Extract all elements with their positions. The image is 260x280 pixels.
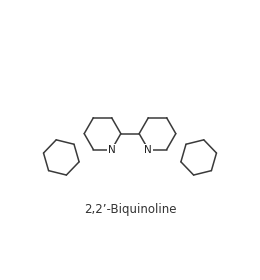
Text: N: N [108, 144, 115, 155]
Text: N: N [145, 144, 152, 155]
Text: 2,2’-Biquinoline: 2,2’-Biquinoline [84, 204, 176, 216]
